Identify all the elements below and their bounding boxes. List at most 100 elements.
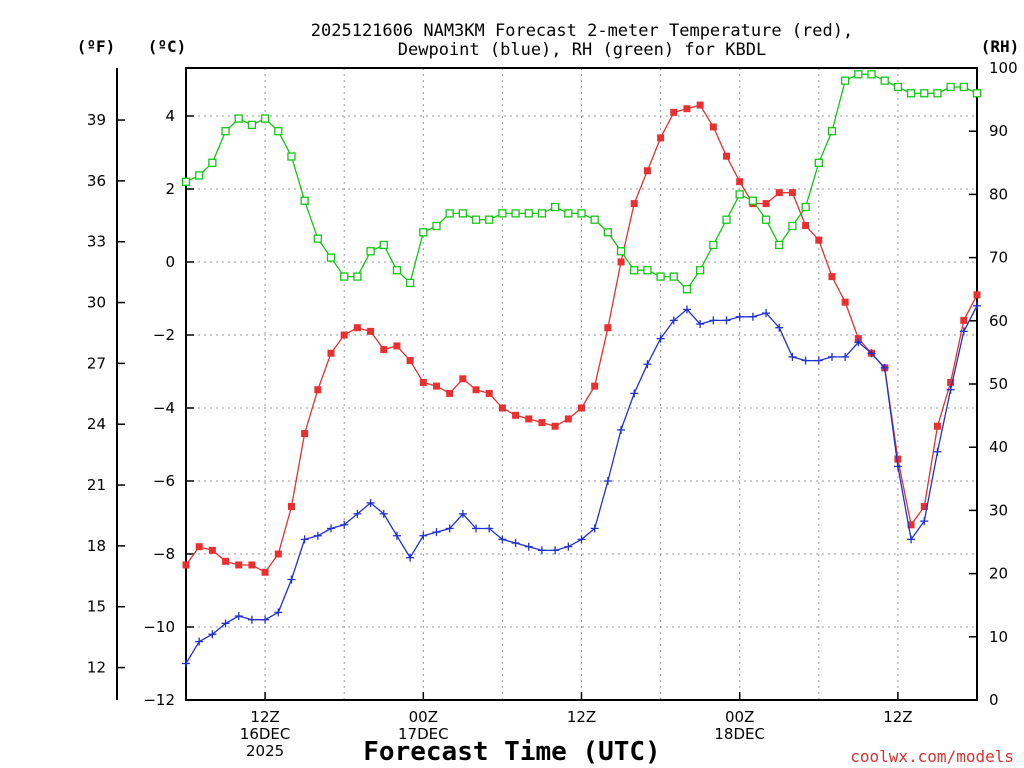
data-point bbox=[643, 167, 651, 175]
data-point bbox=[379, 240, 388, 250]
data-point bbox=[419, 228, 428, 237]
fahrenheit-tick-label: 39 bbox=[87, 111, 106, 129]
data-point bbox=[353, 509, 362, 518]
data-point bbox=[340, 272, 349, 281]
data-point bbox=[815, 236, 823, 244]
series-line bbox=[185, 73, 978, 291]
data-point bbox=[775, 323, 784, 332]
data-point bbox=[973, 301, 981, 310]
data-point bbox=[933, 422, 941, 430]
data-point bbox=[669, 316, 678, 325]
data-point bbox=[893, 82, 903, 92]
data-point bbox=[287, 575, 296, 584]
data-point bbox=[379, 509, 388, 518]
data-point bbox=[630, 389, 639, 398]
data-point bbox=[235, 561, 243, 569]
data-point bbox=[723, 152, 731, 160]
data-point bbox=[867, 70, 876, 79]
data-point bbox=[748, 196, 758, 205]
rh-tick-label: 40 bbox=[989, 438, 1008, 456]
data-point bbox=[946, 385, 955, 394]
data-point bbox=[591, 382, 599, 390]
data-point bbox=[537, 209, 547, 218]
x-tick-label: 2025 bbox=[246, 742, 284, 760]
rh-tick-label: 90 bbox=[989, 122, 1008, 140]
data-point bbox=[630, 266, 639, 275]
data-point bbox=[604, 324, 612, 332]
celsius-tick-label: 4 bbox=[165, 107, 175, 125]
plot-frame bbox=[185, 67, 978, 701]
chart-title-line-2: Dewpoint (blue), RH (green) for KBDL bbox=[398, 40, 766, 60]
rh-tick-label: 10 bbox=[989, 628, 1008, 646]
data-point bbox=[920, 517, 929, 526]
data-point bbox=[274, 608, 283, 617]
data-point bbox=[643, 360, 652, 369]
data-point bbox=[366, 247, 375, 256]
x-tick-label: 00Z bbox=[725, 708, 754, 726]
data-point bbox=[525, 415, 533, 423]
data-point bbox=[326, 253, 336, 262]
data-point bbox=[630, 200, 638, 208]
data-point bbox=[260, 114, 270, 123]
data-point bbox=[867, 349, 876, 358]
data-point bbox=[498, 404, 506, 412]
data-point bbox=[392, 531, 401, 540]
data-point bbox=[722, 316, 731, 325]
data-point bbox=[682, 285, 692, 294]
data-point bbox=[380, 346, 388, 354]
data-point bbox=[432, 528, 441, 537]
data-point bbox=[485, 524, 494, 533]
chart-title-line-1: 2025121606 NAM3KM Forecast 2-meter Tempe… bbox=[311, 21, 853, 41]
series-relative-humidity bbox=[181, 70, 982, 294]
data-point bbox=[854, 70, 863, 79]
data-point bbox=[551, 422, 559, 430]
data-point bbox=[287, 152, 296, 161]
data-point bbox=[907, 535, 916, 544]
data-point bbox=[656, 272, 665, 281]
data-point bbox=[274, 127, 283, 136]
data-point bbox=[195, 171, 204, 180]
data-point bbox=[603, 477, 612, 485]
data-point bbox=[682, 305, 691, 314]
data-point bbox=[775, 240, 784, 250]
data-point bbox=[854, 338, 863, 347]
x-tick-label: 17DEC bbox=[398, 725, 449, 743]
data-point bbox=[656, 334, 665, 343]
data-point bbox=[393, 342, 401, 350]
data-point bbox=[722, 215, 731, 224]
rh-tick-label: 30 bbox=[989, 501, 1008, 519]
data-point bbox=[195, 637, 204, 646]
data-point bbox=[406, 553, 415, 562]
fahrenheit-unit-label: (ºF) bbox=[77, 37, 116, 56]
data-point bbox=[208, 546, 216, 554]
x-tick-label: 00Z bbox=[409, 708, 438, 726]
data-point bbox=[959, 327, 968, 336]
data-point bbox=[472, 386, 480, 394]
x-tick-label: 16DEC bbox=[240, 725, 291, 743]
data-point bbox=[696, 320, 705, 329]
data-point bbox=[841, 352, 850, 361]
data-point bbox=[564, 415, 572, 423]
data-point bbox=[301, 430, 309, 438]
fahrenheit-tick-label: 24 bbox=[87, 415, 106, 433]
celsius-tick-label: 2 bbox=[165, 180, 175, 198]
rh-tick-label: 100 bbox=[989, 59, 1018, 77]
data-point bbox=[234, 114, 243, 123]
data-point bbox=[880, 76, 889, 85]
data-point bbox=[841, 298, 849, 306]
data-point bbox=[247, 120, 257, 130]
data-point bbox=[208, 630, 217, 639]
data-point bbox=[406, 357, 414, 365]
data-point bbox=[907, 521, 915, 529]
data-point bbox=[471, 215, 481, 224]
data-point bbox=[432, 382, 440, 390]
data-point bbox=[512, 411, 520, 419]
data-point bbox=[366, 498, 375, 507]
data-point bbox=[788, 189, 796, 197]
data-point bbox=[234, 612, 243, 621]
data-point bbox=[841, 76, 850, 85]
data-point bbox=[577, 535, 586, 544]
celsius-tick-label: −10 bbox=[143, 618, 175, 636]
data-point bbox=[643, 266, 652, 275]
